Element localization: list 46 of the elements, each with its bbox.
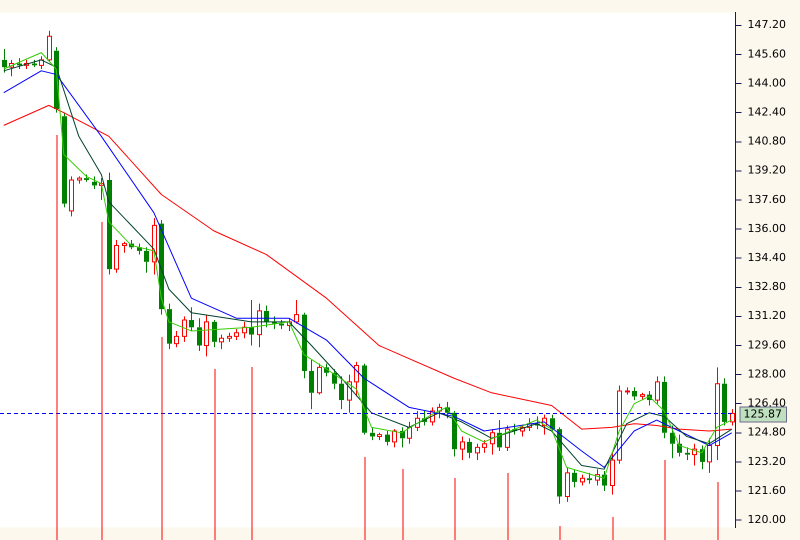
candlestick: [385, 430, 390, 446]
y-tick-label: 126.40: [748, 396, 786, 410]
y-tick-label: 147.20: [748, 18, 786, 32]
y-tick-label: 121.60: [748, 484, 786, 497]
y-tick-label: 140.80: [748, 134, 786, 148]
candlestick: [722, 378, 727, 426]
y-tick-label: 129.60: [748, 338, 786, 352]
candlestick: [107, 172, 112, 276]
candlestick: [197, 318, 202, 352]
y-tick-label: 139.20: [748, 164, 786, 177]
candlestick: [632, 386, 637, 401]
candlestick: [249, 300, 254, 346]
candlestick: [677, 434, 682, 457]
y-tick-label: 128.00: [748, 367, 786, 380]
candlestick: [700, 445, 705, 470]
candlestick: [339, 376, 344, 410]
y-tick-label: 137.60: [748, 192, 786, 206]
candlestick: [557, 426, 562, 504]
candlestick: [572, 468, 577, 488]
candlestick: [17, 58, 22, 70]
y-tick-label: 144.00: [748, 76, 786, 90]
y-tick-label: 134.40: [748, 251, 786, 264]
candlestick: [144, 246, 149, 274]
candlestick: [212, 320, 217, 348]
candlestick: [167, 303, 172, 350]
candlestick: [670, 425, 675, 459]
candlestick: [92, 176, 97, 190]
y-tick-label: 132.80: [748, 280, 786, 294]
y-tick-label: 136.00: [748, 222, 786, 235]
candlestick: [602, 470, 607, 492]
y-tick-label: 120.00: [748, 512, 786, 526]
y-tick-label: 131.20: [748, 309, 786, 322]
candlestick: [62, 112, 67, 208]
y-tick-label: 123.20: [748, 454, 786, 468]
candlestick: [370, 426, 375, 441]
y-tick-label: 142.40: [748, 106, 786, 119]
y-tick-label: 124.80: [748, 426, 786, 439]
candlestick: [467, 438, 472, 459]
ref-line-label: 125.87: [744, 407, 782, 420]
candlestick: [302, 312, 307, 379]
y-tick-label: 145.60: [748, 47, 786, 60]
candlestick: [189, 306, 194, 332]
candlestick: [362, 363, 367, 436]
candlestick: [2, 48, 7, 74]
candlestick: [497, 420, 502, 452]
candlestick: [309, 360, 314, 410]
